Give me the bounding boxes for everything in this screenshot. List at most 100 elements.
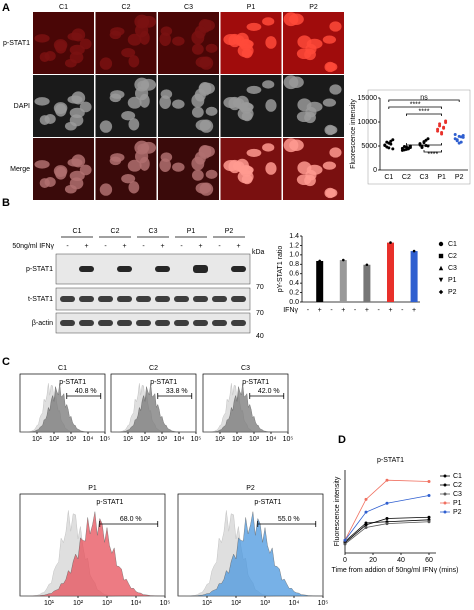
x-tick-label: 10⁵ [100,436,111,443]
y-tick-label: 0.2 [289,289,299,296]
nucleus [109,30,122,40]
nucleus [329,21,342,32]
marker-label: p-STAT1 [59,379,86,386]
band [212,296,227,302]
column-header: P2 [309,4,318,11]
point [364,510,368,514]
nucleus [139,156,150,171]
x-tick-label: - [354,307,357,314]
nucleus [194,88,206,102]
x-tick-label: C1 [384,174,393,181]
histogram-title: P2 [246,485,255,492]
y-tick-label: 10000 [358,119,378,126]
line [344,495,430,541]
bracket [388,106,442,109]
gate-label: 55.0 % [278,516,300,523]
band [231,296,246,302]
legend-marker [443,474,447,478]
legend-label: P1 [448,277,457,284]
lane-sign: + [198,243,202,250]
x-tick-label: 10² [231,600,242,607]
dot [389,142,393,146]
nucleus [195,119,212,131]
lane-sign: + [84,243,88,250]
marker-label: p-STAT1 [96,499,123,506]
x-tick-label: 10⁴ [83,436,94,443]
nucleus [127,33,142,46]
x-axis-label: IFNγ [283,307,298,314]
dot [457,141,461,145]
band [155,266,170,272]
nucleus [324,61,336,73]
band [193,265,208,273]
line [344,479,430,541]
x-tick-label: 10⁵ [160,600,171,607]
plot-frame [367,89,471,185]
bar [410,251,418,302]
histogram-title: P1 [88,485,97,492]
legend-label: C3 [448,265,457,272]
marker [438,241,444,247]
x-tick-label: 20 [369,557,377,564]
legend-label: P1 [453,500,462,507]
band [117,320,132,326]
row-label: p-STAT1 [3,40,30,47]
nucleus [128,55,140,68]
row-label: DAPI [14,103,30,110]
dot [453,132,457,136]
blot [55,312,251,334]
nucleus [205,106,218,116]
y-tick-label: 1.0 [289,252,299,259]
gate [66,393,102,399]
lane-sign: - [66,243,69,250]
histogram-title: C2 [149,365,158,372]
kda-header: kDa [252,249,265,256]
band [117,266,132,272]
blot-label: t-STAT1 [28,296,53,303]
bar [363,264,371,302]
x-tick-label: 10⁵ [318,600,329,607]
nucleus [246,85,262,94]
nucleus [53,39,68,52]
nucleus [191,43,204,55]
band [98,296,113,302]
band [193,320,208,326]
histogram-title: C3 [241,365,250,372]
nucleus [283,12,299,27]
group-label: C2 [111,228,120,235]
line [344,519,430,542]
column-header: P1 [247,4,256,11]
nucleus [246,148,262,157]
x-tick-label: + [341,307,345,314]
nucleus [329,147,342,158]
sample-histogram [110,383,196,433]
x-tick-label: + [388,307,392,314]
x-tick-label: 60 [425,557,433,564]
lane-sign: + [160,243,164,250]
nucleus [34,97,50,106]
y-tick-label: 1.2 [289,242,299,249]
x-tick-label: 10² [49,436,60,443]
x-tick-label: 10³ [66,436,77,443]
chart-title: p-STAT1 [377,457,404,464]
dot [461,133,465,137]
nucleus [109,156,122,166]
row-label: Merge [10,166,30,173]
legend-label: C1 [453,473,462,480]
x-tick-label: 10¹ [215,436,226,443]
nucleus [99,120,113,133]
dot [455,138,459,142]
nucleus [53,165,68,178]
y-tick-label: 0.0 [289,299,299,306]
band [231,320,246,326]
x-tick-label: - [378,307,381,314]
legend-marker [443,501,447,505]
gate [257,521,317,527]
nucleus [128,181,140,194]
lane-sign: - [104,243,107,250]
nucleus [172,162,185,172]
marker [438,253,444,259]
x-tick-label: P2 [455,174,464,181]
band [136,320,151,326]
point [385,501,389,505]
